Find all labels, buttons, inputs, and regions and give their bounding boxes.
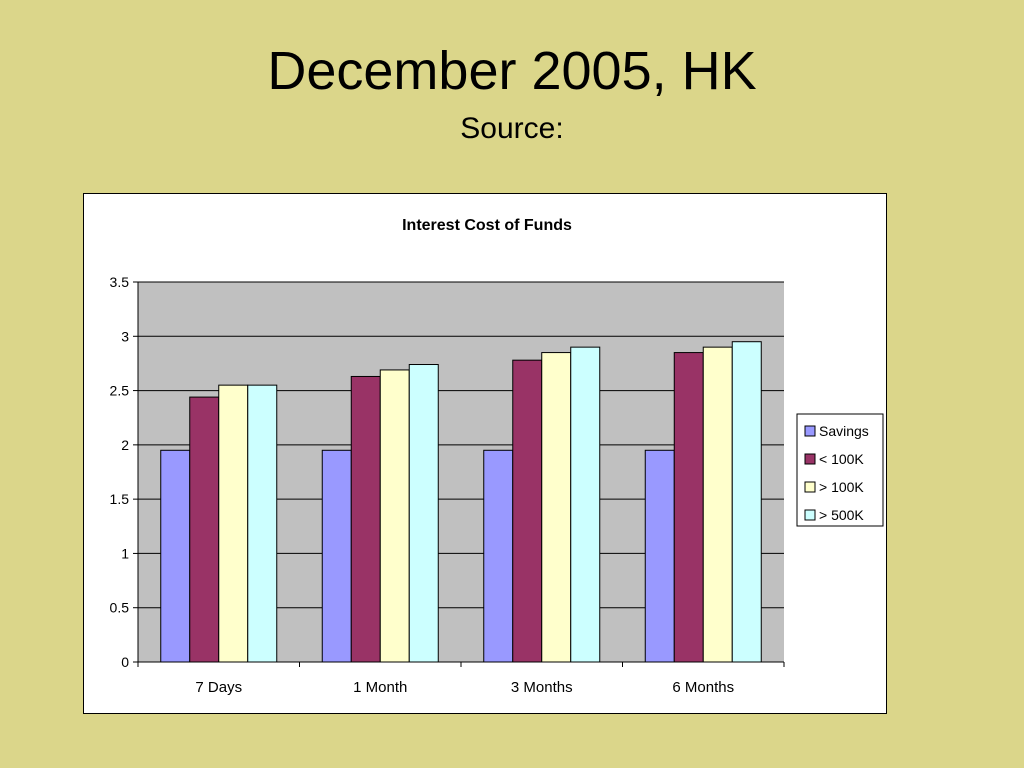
bar xyxy=(379,369,410,663)
y-tick-label: 3.5 xyxy=(110,274,130,290)
bar xyxy=(731,341,762,663)
bar xyxy=(483,449,514,663)
bar xyxy=(189,396,220,663)
y-tick-label: 2 xyxy=(121,437,129,453)
chart-frame: Interest Cost of Funds 0 0.5 1 1.5 2 2.5 3 3.5 7… xyxy=(83,193,887,714)
legend-label: > 100K xyxy=(819,479,864,495)
x-tick-label: 6 Months xyxy=(672,679,734,696)
chart-title: Interest Cost of Funds xyxy=(402,217,572,234)
bar xyxy=(541,352,572,663)
legend-swatch xyxy=(804,481,816,493)
legend-swatch xyxy=(804,453,816,465)
legend-label: < 100K xyxy=(819,451,864,467)
bar xyxy=(570,346,601,663)
bar-chart: Interest Cost of Funds 0 0.5 1 1.5 2 2.5 3 3.5 7… xyxy=(110,217,884,696)
slide-subtitle: Source: xyxy=(460,112,564,145)
x-tick-label: 3 Months xyxy=(511,679,573,696)
bar xyxy=(218,384,249,663)
y-tick-label: 1.5 xyxy=(110,491,130,507)
bar xyxy=(702,346,733,663)
bar xyxy=(247,384,278,663)
y-tick-label: 1 xyxy=(121,545,129,561)
slide-title: December 2005, HK xyxy=(267,41,757,101)
x-tick-label: 7 Days xyxy=(195,679,242,696)
bar xyxy=(512,359,543,663)
bar xyxy=(160,449,191,663)
y-tick-label: 3 xyxy=(121,328,129,344)
bar xyxy=(350,375,381,663)
legend-label: Savings xyxy=(819,423,869,439)
bar xyxy=(673,352,704,663)
legend-swatch xyxy=(804,509,816,521)
bar xyxy=(644,449,675,663)
bar xyxy=(321,449,352,663)
legend-label: > 500K xyxy=(819,507,864,523)
y-tick-label: 0.5 xyxy=(110,600,130,616)
y-tick-label: 2.5 xyxy=(110,383,130,399)
legend-swatch xyxy=(804,425,816,437)
y-tick-label: 0 xyxy=(121,654,129,670)
x-tick-label: 1 Month xyxy=(353,679,407,696)
bar xyxy=(408,364,439,663)
